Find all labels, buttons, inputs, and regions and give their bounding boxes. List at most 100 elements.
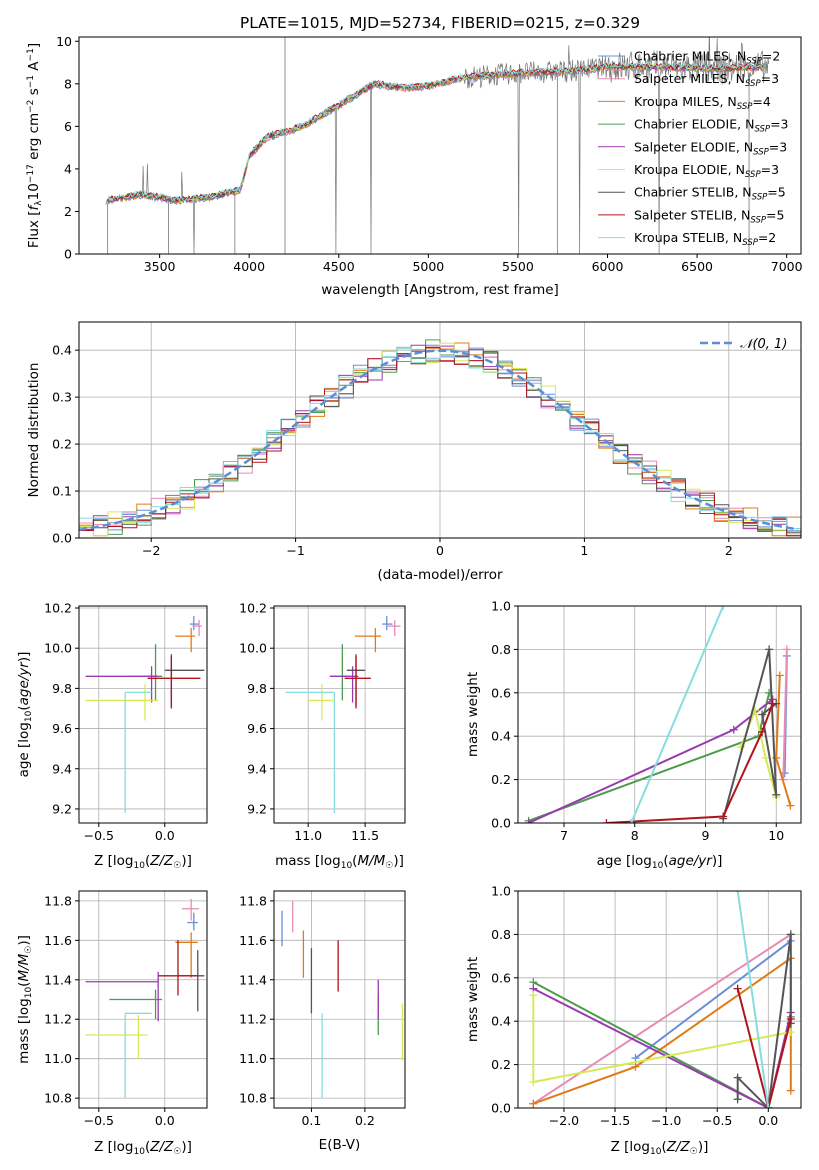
- x-tick-label: −1: [286, 543, 304, 558]
- x-tick-label: 0.0: [155, 1113, 175, 1128]
- weight-marker: [602, 819, 611, 823]
- errorbar-point-kroupa-miles: [354, 628, 382, 653]
- errorbar-point-salpeter-miles: [192, 620, 202, 637]
- errorbar-point-chabrier-miles: [382, 616, 393, 631]
- y-tick-label: 11.4: [44, 972, 72, 987]
- y-tick-label: 11.4: [239, 972, 267, 987]
- age_vs_Z-frame: −0.5 0.0 9.2 9.4 9.6 9.8 10.0 10.2 Z [log10(Z/Z☉…: [16, 601, 208, 871]
- y-tick-label: 11.2: [239, 1012, 267, 1027]
- legend-entry: 𝒩(0, 1): [740, 337, 787, 352]
- weight-marker: [786, 801, 795, 810]
- weight-line-salpeter-stelib: [606, 703, 774, 823]
- weight-marker: [733, 891, 742, 895]
- y-tick-label: 9.6: [247, 721, 267, 736]
- spectrum-frame: 3500 4000 4500 5000 5500 6000 6500 7000 0 2 4 6 8 10 w…: [26, 34, 803, 298]
- errorbar-point-salpeter-stelib: [344, 656, 371, 709]
- weight-line-kroupa-miles: [532, 956, 792, 1105]
- y-tick-label: 11.2: [44, 1012, 72, 1027]
- y-tick-label: 0.0: [52, 531, 72, 546]
- y-tick-label: 0.4: [491, 1014, 511, 1029]
- weight-line-salpeter-elodie: [532, 987, 792, 1108]
- x-tick-label: 6500: [681, 259, 713, 274]
- y-tick-label: 11.8: [44, 893, 72, 908]
- y-tick-label: 0.6: [491, 685, 511, 700]
- y-tick-label: 10.2: [239, 601, 267, 616]
- model-line-chabrier-stelib: [107, 62, 765, 202]
- y-tick-label: 9.4: [52, 761, 72, 776]
- y-tick-label: 0.4: [52, 343, 72, 358]
- x-axis-label: mass [log10(M/M☉)]: [275, 853, 404, 871]
- errorbar-point-salpeter-elodie: [329, 666, 359, 703]
- weight-marker: [729, 725, 738, 734]
- y-tick-label: 0.6: [491, 970, 511, 985]
- y-tick-label: 0: [64, 247, 72, 262]
- x-axis-label: Z [log10(Z/Z☉)]: [611, 1139, 709, 1157]
- x-tick-label: 0: [436, 543, 444, 558]
- weight-line-kroupa-miles: [775, 675, 792, 806]
- errorbar-point-salpeter-elodie: [85, 666, 159, 703]
- weight-marker: [758, 727, 767, 736]
- x-axis-label: Z [log10(Z/Z☉)]: [94, 1139, 192, 1157]
- y-axis-label: Normed distribution: [26, 363, 42, 498]
- weight-marker: [733, 984, 742, 993]
- mass_vs_Z-axes: [79, 891, 207, 1108]
- weight-marker: [780, 769, 789, 778]
- legend-entry: Chabrier MILES, NSSP=2: [634, 49, 780, 67]
- weight_vs_age-frame: 7 8 9 10 0.0 0.2 0.4 0.6 0.8 1.0 mass weight age [l…: [465, 599, 802, 871]
- weight_vs_Z-axes: [518, 890, 801, 1109]
- y-tick-label: 11.8: [239, 893, 267, 908]
- errorbar-point-salpeter-elodie: [85, 971, 159, 1022]
- x-tick-label: 0.0: [758, 1113, 778, 1128]
- x-tick-label: 10: [768, 828, 784, 843]
- weight-line-kroupa-stelib: [630, 606, 725, 823]
- weight-marker: [627, 819, 636, 823]
- weight-marker: [733, 1095, 742, 1104]
- weight_vs_age-plot-area: [524, 606, 795, 823]
- weight-marker: [524, 819, 533, 823]
- residuals-axes: [79, 322, 801, 539]
- y-tick-label: 11.6: [44, 933, 72, 948]
- weight-marker: [719, 812, 728, 821]
- spectrum-plot-area: [105, 37, 770, 254]
- weight-marker: [733, 1073, 742, 1082]
- errorbar-point-chabrier-miles: [189, 616, 200, 631]
- residuals-frame: −2 −1 0 1 2 0.0 0.1 0.2 0.3 0.4 (data-model)/error…: [26, 321, 802, 583]
- weight-line-kroupa-stelib: [736, 891, 770, 1108]
- legend-entry: Salpeter MILES, NSSP=3: [634, 71, 779, 89]
- errorbar-point-chabrier-miles: [187, 912, 198, 931]
- x-axis-label: (data-model)/error: [377, 567, 503, 583]
- errorbar-point-chabrier-stelib: [164, 654, 205, 707]
- weight_vs_age-axes: [518, 605, 801, 824]
- x-tick-label: 7: [560, 828, 568, 843]
- y-tick-label: 9.2: [52, 801, 72, 816]
- normal-curve-line: [79, 349, 799, 532]
- y-tick-label: 0.0: [491, 1101, 511, 1116]
- x-tick-label: −2: [142, 543, 160, 558]
- weight-marker: [761, 753, 770, 762]
- x-tick-label: 0.2: [355, 1113, 375, 1128]
- x-tick-label: 4000: [233, 259, 265, 274]
- y-axis-label: age [log10(age/yr)]: [16, 652, 34, 778]
- errorbar-point-kroupa-miles: [175, 932, 198, 978]
- weight-line-kroupa-elodie: [739, 706, 778, 798]
- x-tick-label: 0.1: [301, 1113, 321, 1128]
- y-tick-label: 0.8: [491, 642, 511, 657]
- x-tick-label: 9: [702, 828, 710, 843]
- legend-entry: Salpeter ELODIE, NSSP=3: [634, 139, 787, 157]
- model-line-kroupa-stelib: [107, 61, 765, 202]
- mass_vs_ebv-frame: 0.1 0.2 10.8 11.0 11.2 11.4 11.6 11.8 E(B-V): [239, 890, 406, 1153]
- x-tick-label: −1.0: [651, 1113, 681, 1128]
- weight-marker: [758, 710, 767, 719]
- weight-line-salpeter-miles: [532, 933, 792, 1105]
- weight-line-chabrier-elodie: [528, 692, 771, 822]
- figure-title: PLATE=1015, MJD=52734, FIBERID=0215, z=0…: [240, 14, 640, 32]
- weight-line-salpeter-elodie: [528, 698, 774, 823]
- age_vs_mass-frame: 11.0 11.5 9.2 9.4 9.6 9.8 10.0 10.2 mass [log10(…: [239, 601, 406, 871]
- errorbar-point-kroupa-elodie: [85, 1015, 148, 1059]
- x-tick-label: 0.0: [155, 828, 175, 843]
- x-tick-label: −0.5: [84, 828, 114, 843]
- weight-marker: [786, 1086, 795, 1095]
- x-tick-label: 7000: [771, 259, 803, 274]
- legend-entry: Kroupa ELODIE, NSSP=3: [634, 162, 779, 180]
- errorbar-point-chabrier-elodie: [109, 989, 163, 1020]
